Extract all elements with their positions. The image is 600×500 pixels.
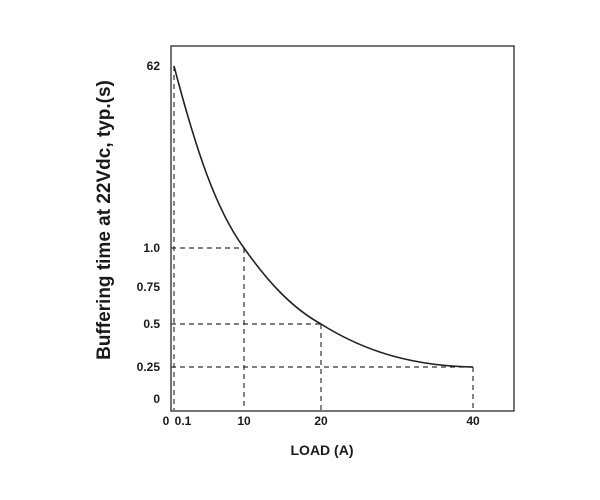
x-tick-label: 0.1 xyxy=(175,414,192,428)
plot-frame xyxy=(170,45,515,412)
x-tick-label: 10 xyxy=(237,414,251,428)
y-tick-label: 0 xyxy=(153,392,160,406)
y-tick-label: 0.25 xyxy=(137,360,161,374)
buffering-curve xyxy=(173,65,474,368)
y-tick-label: 1.0 xyxy=(143,241,160,255)
y-axis-title: Buffering time at 22Vdc, typ.(s) xyxy=(94,80,115,360)
y-tick-labels: 0 0.25 0.5 0.75 1.0 62 xyxy=(137,59,161,406)
y-tick-label: 62 xyxy=(147,59,161,73)
x-tick-labels: 0 0.1 10 20 40 xyxy=(163,414,480,428)
x-tick-label: 20 xyxy=(314,414,328,428)
reference-lines xyxy=(171,66,474,410)
x-axis-title: LOAD (A) xyxy=(291,442,354,458)
x-tick-label: 0 xyxy=(163,414,170,428)
y-tick-label: 0.75 xyxy=(137,280,161,294)
y-tick-label: 0.5 xyxy=(143,317,160,331)
x-tick-label: 40 xyxy=(466,414,480,428)
